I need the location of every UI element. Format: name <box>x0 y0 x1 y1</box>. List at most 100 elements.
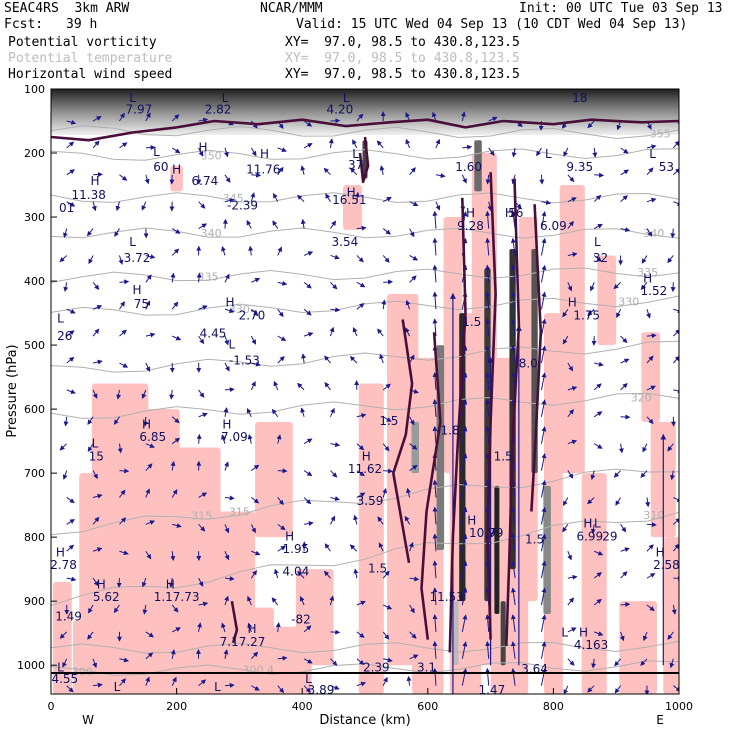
pv-contour <box>358 136 370 184</box>
wind-vector <box>382 570 390 579</box>
wind-vector <box>198 335 205 345</box>
wind-vector <box>198 201 206 209</box>
wind-vector <box>673 308 679 314</box>
wind-vector <box>646 197 657 203</box>
theta-contour-label: 320 <box>631 391 652 404</box>
extremum-label: 56 <box>508 206 523 220</box>
pv-shading <box>453 601 459 666</box>
y-tick-label: 600 <box>24 403 45 416</box>
wind-vector <box>330 496 341 502</box>
wind-vector <box>198 117 209 123</box>
wind-vector <box>119 301 125 310</box>
wind-vector <box>461 479 468 498</box>
wind-vector <box>485 425 491 444</box>
wind-vector <box>303 281 312 289</box>
field-pv-xy: XY= 97.0, 98.5 to 430.8,123.5 <box>285 35 520 50</box>
wind-vector <box>88 255 94 265</box>
forecast-hour: 39 h <box>66 17 98 32</box>
extremum-label: 4.04 <box>283 565 310 579</box>
wind-vector <box>432 614 438 632</box>
wind-vector <box>461 453 468 471</box>
wind-vector <box>198 147 204 157</box>
wind-vector <box>590 282 595 292</box>
wind-vector <box>645 497 651 508</box>
wind-vector <box>356 113 364 122</box>
wind-vector <box>510 237 516 256</box>
wind-vector <box>250 147 257 157</box>
y-tick-label: 200 <box>24 147 45 160</box>
wind-vector <box>592 147 598 158</box>
wind-vector <box>356 600 366 606</box>
extremum-label: 29 <box>602 529 617 543</box>
wind-vector <box>590 470 596 481</box>
wind-vector <box>66 169 75 176</box>
wind-vector <box>461 506 468 525</box>
extremum-label: 75 <box>134 297 149 311</box>
wind-vector <box>485 614 491 632</box>
wind-vector <box>59 255 68 263</box>
wind-vector <box>673 517 679 525</box>
org-label: NCAR/MMM <box>260 1 323 16</box>
wind-vector <box>409 443 418 450</box>
wind-vector <box>250 308 259 317</box>
wind-vector <box>462 144 473 150</box>
extremum-label: 32 <box>593 251 608 265</box>
wind-vector <box>277 655 288 661</box>
wind-vector <box>461 614 468 632</box>
extremum-label: 4.20 <box>327 102 354 116</box>
y-tick-label: 800 <box>24 531 45 544</box>
wind-vector <box>356 255 364 263</box>
x-tick-label: 200 <box>166 700 187 713</box>
wind-vector <box>356 302 365 310</box>
wind-vector <box>354 191 360 202</box>
wind-vector <box>277 685 285 694</box>
extremum-label: -1.53 <box>229 353 260 367</box>
extremum-label: H <box>260 147 269 161</box>
wind-vector <box>382 196 392 203</box>
wind-vector <box>593 223 603 230</box>
wind-vector <box>271 597 279 606</box>
extremum-label: H <box>90 174 99 188</box>
extremum-label: H <box>347 186 356 200</box>
wind-vector <box>142 416 148 427</box>
extremum-label: L <box>649 147 656 161</box>
wind-vector <box>670 228 676 239</box>
wind-vector <box>62 658 68 668</box>
extremum-label: 7.17.27 <box>220 635 266 649</box>
wind-vector <box>590 524 596 535</box>
wind-vector <box>461 372 468 390</box>
wind-vector <box>224 576 235 582</box>
wind-vector <box>119 468 130 474</box>
wind-vector <box>323 570 331 579</box>
wind-vector <box>646 228 653 237</box>
wind-vector <box>119 174 128 181</box>
wind-vector <box>587 120 595 129</box>
wind-vector <box>349 356 358 364</box>
wind-vector <box>303 438 313 445</box>
wind-vector <box>540 372 547 390</box>
extremum-label: -82 <box>291 613 311 627</box>
extremum-label: H <box>172 163 181 177</box>
wind-vector <box>567 551 572 561</box>
wind-vector <box>646 573 656 579</box>
wind-vector <box>405 327 411 337</box>
wind-vector <box>540 345 547 364</box>
east-label: E <box>656 713 664 727</box>
wind-vector <box>620 547 630 553</box>
extremum-label: 1.17.73 <box>154 590 200 604</box>
wind-vector <box>510 667 516 686</box>
wind-vector <box>330 407 335 417</box>
wind-vector <box>119 142 128 149</box>
extremum-label: 11.53 <box>429 590 463 604</box>
wind-vector <box>620 195 628 203</box>
extremum-label: L <box>57 661 64 675</box>
wind-vector <box>642 443 648 453</box>
wind-vector <box>620 383 628 391</box>
wind-speed-fill <box>559 185 585 474</box>
pv-shading <box>500 601 506 666</box>
extremum-label: 3.1 <box>417 661 436 675</box>
extremum-label: 7.46 <box>207 691 234 705</box>
wind-vector <box>87 443 94 453</box>
extremum-label: 6.74 <box>192 174 219 188</box>
x-tick-label: 600 <box>417 700 438 713</box>
